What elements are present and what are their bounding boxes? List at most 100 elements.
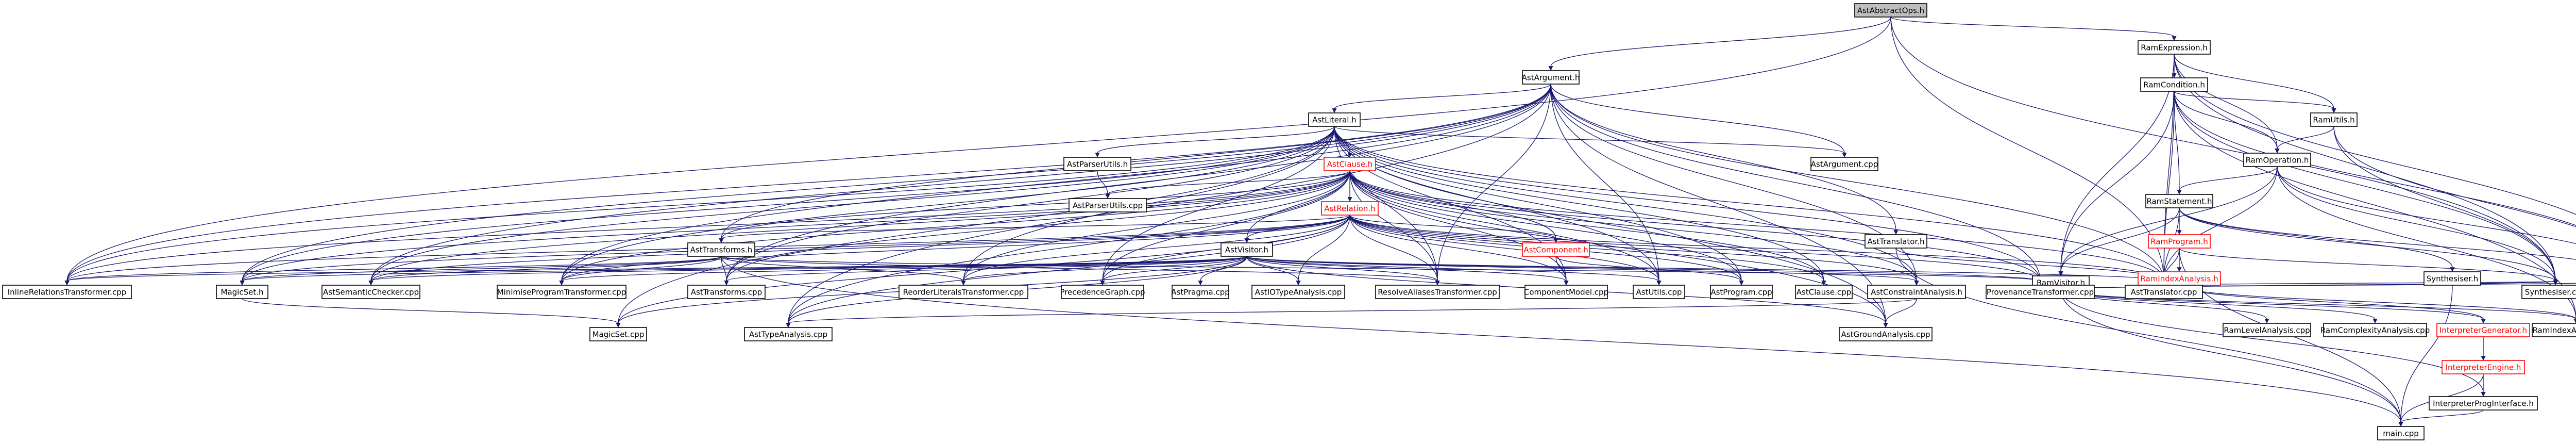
node-reorderliteralstransformer-cpp[interactable]: ReorderLiteralsTransformer.cpp bbox=[899, 285, 1028, 299]
edge-AstArgument-to-AstTranslator bbox=[1550, 84, 1899, 235]
node-box bbox=[2521, 285, 2576, 299]
dependency-edges bbox=[64, 17, 2576, 427]
edge-AstArgument-to-AstConstraint bbox=[1550, 84, 1919, 286]
edge-RamIndexAnalysis-to-InterpreterGen bbox=[2179, 285, 2486, 324]
node-box bbox=[2377, 426, 2425, 440]
node-asttypeanalysis-cpp[interactable]: AstTypeAnalysis.cpp bbox=[744, 327, 833, 341]
node-astsemanticchecker-cpp[interactable]: AstSemanticChecker.cpp bbox=[321, 285, 420, 299]
node-synthesiser-cpp[interactable]: Synthesiser.cpp bbox=[2521, 285, 2576, 299]
node-ramstatement-h[interactable]: RamStatement.h bbox=[2145, 194, 2213, 208]
node-componentmodel-cpp[interactable]: ComponentModel.cpp bbox=[1524, 285, 1608, 299]
edge-AstVisitor-to-MinimiseProgram bbox=[559, 256, 1247, 286]
edge-AstLiteral-to-Provenance bbox=[1334, 126, 2043, 286]
edge-RamIndexAnalysis-to-RamIndexCpp bbox=[2179, 285, 2576, 324]
edge-AstRelation-to-ComponentModel bbox=[1349, 215, 1569, 286]
node-astrelation-h[interactable]: AstRelation.h bbox=[1321, 201, 1379, 216]
node-minimiseprogramtransformer-cpp[interactable]: MinimiseProgramTransformer.cpp bbox=[497, 285, 626, 299]
node-label: AstTranslator.h bbox=[1867, 237, 1924, 247]
node-provenancetransformer-cpp[interactable]: ProvenanceTransformer.cpp bbox=[1986, 285, 2095, 299]
node-label: MagicSet.cpp bbox=[592, 330, 645, 339]
node-magicset-cpp[interactable]: MagicSet.cpp bbox=[589, 327, 647, 341]
node-box bbox=[1069, 198, 1147, 212]
node-astargument-cpp[interactable]: AstArgument.cpp bbox=[1810, 157, 1878, 171]
node-label: AstArgument.cpp bbox=[1811, 160, 1878, 169]
edge-AstTransforms-to-ReorderLiterals bbox=[721, 256, 966, 286]
edge-AstTranslator-to-AstTranslatorCpp bbox=[1895, 248, 2166, 286]
node-astargument-h[interactable]: AstArgument.h bbox=[1522, 70, 1580, 85]
edge-AstTransforms-to-MinimiseProgram bbox=[559, 256, 722, 286]
node-box bbox=[744, 327, 833, 341]
node-label: InlineRelationsTransformer.cpp bbox=[8, 288, 127, 297]
node-astcomponent-h[interactable]: AstComponent.h bbox=[1522, 242, 1590, 257]
edge-AstLiteral-to-ResolveAliases bbox=[1334, 126, 1440, 286]
node-label: RamLevelAnalysis.cpp bbox=[2224, 326, 2310, 335]
edge-RamVisitor-to-MainCpp bbox=[2060, 289, 2403, 427]
node-ramexpression-h[interactable]: RamExpression.h bbox=[2138, 40, 2211, 55]
node-asttranslator-h[interactable]: AstTranslator.h bbox=[1865, 234, 1927, 249]
node-inlinerelationstransformer-cpp[interactable]: InlineRelationsTransformer.cpp bbox=[2, 285, 132, 299]
node-asttransforms-h[interactable]: AstTransforms.h bbox=[687, 242, 755, 257]
node-ramindexanalysis-h[interactable]: RamIndexAnalysis.h bbox=[2138, 271, 2221, 286]
node-precedencegraph-cpp[interactable]: PrecedenceGraph.cpp bbox=[1060, 285, 1145, 299]
node-resolvealiasestransformer-cpp[interactable]: ResolveAliasesTransformer.cpp bbox=[1375, 285, 1500, 299]
node-box bbox=[2436, 323, 2530, 337]
edge-RamCondition-to-RamTransforms bbox=[2174, 91, 2576, 226]
node-astconstraintanalysis-h[interactable]: AstConstraintAnalysis.h bbox=[1867, 285, 1966, 299]
edge-AstArgument-to-AstTypeAnalysis bbox=[786, 84, 1551, 328]
node-label: RamIndexAnalysis.cpp bbox=[2532, 326, 2576, 335]
node-astclause-cpp[interactable]: AstClause.cpp bbox=[1795, 285, 1853, 299]
node-label: AstParserUtils.h bbox=[1067, 160, 1128, 169]
node-synthesiser-h[interactable]: Synthesiser.h bbox=[2424, 271, 2481, 286]
edge-AstLiteral-to-AstTranslatorCpp bbox=[1334, 126, 2166, 286]
edge-AstClause-to-AstTranslatorCpp bbox=[1349, 170, 2166, 286]
edge-AstVisitor-to-Provenance bbox=[1246, 256, 2043, 286]
node-astpragma-cpp[interactable]: AstPragma.cpp bbox=[1171, 285, 1230, 299]
node-interpretergenerator-h[interactable]: InterpreterGenerator.h bbox=[2436, 323, 2530, 337]
node-box bbox=[2323, 323, 2427, 337]
node-box bbox=[1633, 285, 1685, 299]
node-ramprogram-h[interactable]: RamProgram.h bbox=[2148, 234, 2211, 249]
edge-RamCondition-to-RamUtils bbox=[2174, 91, 2336, 113]
node-ramlevelanalysis-cpp[interactable]: RamLevelAnalysis.cpp bbox=[2223, 323, 2311, 337]
node-label: RamProgram.h bbox=[2150, 237, 2208, 247]
edge-AstAbstractOps-to-AstArgument bbox=[1548, 17, 1891, 71]
edge-AstRelation-to-MagicSetH bbox=[240, 215, 1350, 286]
node-astclause-h[interactable]: AstClause.h bbox=[1324, 157, 1376, 171]
edge-RamProgram-to-SynthesiserCpp bbox=[2179, 248, 2558, 286]
edge-RamExpression-to-RamUtils bbox=[2174, 54, 2336, 113]
node-astgroundanalysis-cpp[interactable]: AstGroundAnalysis.cpp bbox=[1839, 327, 1933, 341]
node-interpreterengine-h[interactable]: InterpreterEngine.h bbox=[2442, 360, 2525, 374]
node-interpreterproginterface-h[interactable]: InterpreterProgInterface.h bbox=[2429, 396, 2538, 411]
edge-AstVisitor-to-AstConstraint bbox=[1246, 256, 1919, 286]
node-box bbox=[1710, 285, 1773, 299]
node-box bbox=[1522, 242, 1590, 257]
node-label: ComponentModel.cpp bbox=[1524, 288, 1608, 297]
node-magicset-h[interactable]: MagicSet.h bbox=[216, 285, 268, 299]
node-astprogram-cpp[interactable]: AstProgram.cpp bbox=[1710, 285, 1773, 299]
node-label: Synthesiser.h bbox=[2427, 274, 2479, 284]
node-main-cpp[interactable]: main.cpp bbox=[2377, 426, 2425, 440]
node-ramoperation-h[interactable]: RamOperation.h bbox=[2243, 153, 2311, 167]
edge-AstLiteral-to-AstConstraint bbox=[1334, 126, 1919, 286]
node-ramindexanalysis-cpp[interactable]: RamIndexAnalysis.cpp bbox=[2532, 323, 2576, 337]
edge-AstTransforms-to-ResolveAliases bbox=[721, 256, 1440, 286]
node-label: RamComplexityAnalysis.cpp bbox=[2320, 326, 2430, 335]
node-label: AstClause.h bbox=[1327, 160, 1373, 169]
node-astparserutils-cpp[interactable]: AstParserUtils.cpp bbox=[1069, 198, 1147, 212]
edge-RamStatement-to-RamVisitor bbox=[2058, 207, 2180, 276]
node-ramcondition-h[interactable]: RamCondition.h bbox=[2140, 77, 2208, 92]
node-ramutils-h[interactable]: RamUtils.h bbox=[2310, 112, 2358, 127]
node-box bbox=[2532, 323, 2576, 337]
node-astutils-cpp[interactable]: AstUtils.cpp bbox=[1633, 285, 1685, 299]
node-astvisitor-h[interactable]: AstVisitor.h bbox=[1221, 242, 1273, 257]
edge-AstRelation-to-AstTransforms bbox=[719, 215, 1350, 243]
node-ramcomplexityanalysis-cpp[interactable]: RamComplexityAnalysis.cpp bbox=[2320, 323, 2430, 337]
edge-RamExpression-to-RamTransforms bbox=[2174, 54, 2576, 215]
edge-RamOperation-to-AstTranslatorCpp bbox=[2161, 166, 2278, 286]
node-asttransforms-cpp[interactable]: AstTransforms.cpp bbox=[687, 285, 766, 299]
node-asttranslator-cpp[interactable]: AstTranslator.cpp bbox=[2125, 285, 2203, 299]
node-box bbox=[1063, 157, 1131, 171]
node-astliteral-h[interactable]: AstLiteral.h bbox=[1308, 112, 1361, 127]
node-astiotypeanalysis-cpp[interactable]: AstIOTypeAnalysis.cpp bbox=[1251, 285, 1345, 299]
node-astparserutils-h[interactable]: AstParserUtils.h bbox=[1063, 157, 1131, 171]
